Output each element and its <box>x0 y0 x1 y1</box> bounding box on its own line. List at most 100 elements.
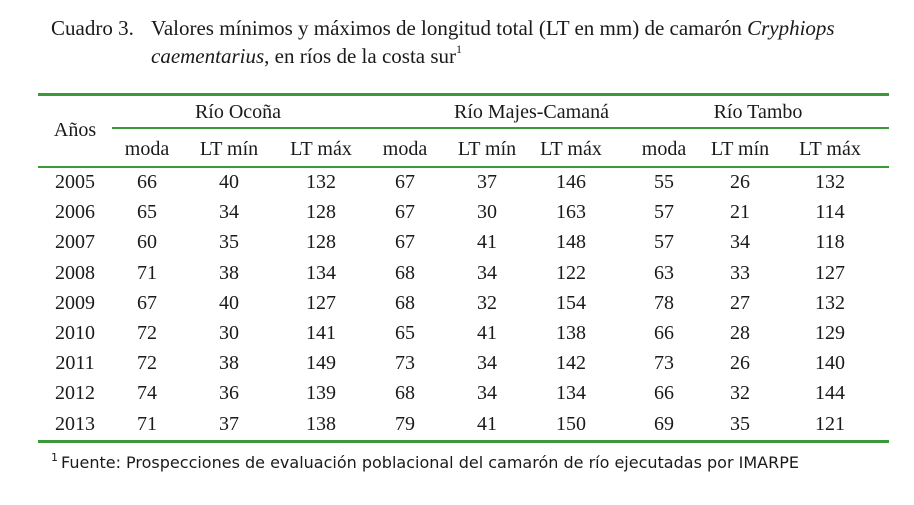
table-cell: 128 <box>306 201 336 224</box>
group-header-rule <box>112 127 889 129</box>
group-header: Río Tambo <box>713 101 803 123</box>
table-cell: 32 <box>730 382 750 405</box>
table-cell: 65 <box>137 201 157 224</box>
table-cell: 138 <box>306 412 336 435</box>
year-cell: 2011 <box>55 352 95 375</box>
table-cell: 67 <box>395 201 415 224</box>
table-cell: 57 <box>654 201 674 224</box>
column-header: LT máx <box>799 138 861 160</box>
table-bottom-rule <box>38 440 889 443</box>
table-cell: 71 <box>137 261 157 284</box>
table-cell: 37 <box>219 412 239 435</box>
footnote: 1 Fuente: Prospecciones de evaluación pob… <box>51 452 799 474</box>
table-cell: 154 <box>556 291 586 314</box>
caption-footnote-ref: 1 <box>456 42 463 56</box>
table-cell: 140 <box>815 352 845 375</box>
table-cell: 63 <box>654 261 674 284</box>
table-cell: 74 <box>137 382 157 405</box>
footnote-marker: 1 <box>51 451 58 464</box>
year-cell: 2008 <box>55 261 95 284</box>
table-cell: 40 <box>219 171 239 193</box>
table-cell: 69 <box>654 412 674 435</box>
table-cell: 149 <box>306 352 336 375</box>
table-cell: 35 <box>219 231 239 254</box>
table-cell: 141 <box>306 322 336 344</box>
year-cell: 2005 <box>55 171 95 193</box>
caption-line-2: caementarius, en ríos de la costa sur1 <box>51 42 901 70</box>
table-cell: 132 <box>815 291 845 314</box>
table-cell: 67 <box>395 171 415 193</box>
table-cell: 21 <box>730 201 750 224</box>
group-header: Río Majes-Camaná <box>454 101 609 123</box>
table-cell: 30 <box>477 201 497 224</box>
table-cell: 132 <box>306 171 336 193</box>
column-header: LT mín <box>457 138 517 160</box>
table-cell: 146 <box>556 171 586 193</box>
caption-text-1: Valores mínimos y máximos de longitud to… <box>151 16 748 40</box>
table-cell: 55 <box>654 171 674 193</box>
table-cell: 139 <box>306 382 336 405</box>
table-top-rule <box>38 93 889 96</box>
column-header: LT mín <box>199 138 259 160</box>
column-header: LT mín <box>710 138 770 160</box>
table-cell: 150 <box>556 412 586 435</box>
table-cell: 132 <box>815 171 845 193</box>
table-cell: 144 <box>815 382 845 405</box>
table-cell: 33 <box>730 261 750 284</box>
table-caption: Cuadro 3. Valores mínimos y máximos de lo… <box>51 14 901 70</box>
table-cell: 128 <box>306 231 336 254</box>
table-cell: 34 <box>477 261 497 284</box>
caption-line-1: Cuadro 3. Valores mínimos y máximos de lo… <box>51 14 901 42</box>
table-cell: 138 <box>556 322 586 344</box>
table-cell: 72 <box>137 322 157 344</box>
table-cell: 71 <box>137 412 157 435</box>
table-cell: 41 <box>477 322 497 344</box>
table-cell: 73 <box>395 352 415 375</box>
group-header: Río Ocoña <box>194 101 282 123</box>
table-cell: 38 <box>219 352 239 375</box>
table-cell: 65 <box>395 322 415 344</box>
footnote-text: Fuente: Prospecciones de evaluación pobl… <box>61 453 799 472</box>
caption-species-genus: Cryphiops <box>747 16 835 40</box>
column-header: LT máx <box>540 138 602 160</box>
table-cell: 79 <box>395 412 415 435</box>
year-cell: 2006 <box>55 201 95 224</box>
column-header: moda <box>124 138 170 160</box>
table-cell: 67 <box>137 291 157 314</box>
table-cell: 34 <box>477 382 497 405</box>
table-cell: 26 <box>730 171 750 193</box>
year-cell: 2009 <box>55 291 95 314</box>
table-cell: 72 <box>137 352 157 375</box>
table-cell: 37 <box>477 171 497 193</box>
table-cell: 34 <box>730 231 750 254</box>
table-cell: 34 <box>219 201 239 224</box>
caption-label: Cuadro 3. <box>51 16 134 40</box>
header-bottom-rule <box>38 166 889 168</box>
caption-text-2: , en ríos de la costa sur <box>264 44 457 68</box>
table-cell: 26 <box>730 352 750 375</box>
table-cell: 67 <box>395 231 415 254</box>
table-cell: 129 <box>815 322 845 344</box>
table-cell: 68 <box>395 291 415 314</box>
table-cell: 148 <box>556 231 586 254</box>
table-cell: 127 <box>815 261 845 284</box>
table-cell: 27 <box>730 291 750 314</box>
table-cell: 66 <box>654 322 674 344</box>
table-cell: 32 <box>477 291 497 314</box>
column-header: moda <box>641 138 687 160</box>
table-cell: 134 <box>306 261 336 284</box>
year-cell: 2013 <box>55 412 95 435</box>
year-cell: 2010 <box>55 322 95 344</box>
table-cell: 163 <box>556 201 586 224</box>
table-cell: 114 <box>815 201 845 224</box>
table-cell: 73 <box>654 352 674 375</box>
table-cell: 134 <box>556 382 586 405</box>
table-cell: 66 <box>137 171 157 193</box>
table-cell: 34 <box>477 352 497 375</box>
column-header: LT máx <box>290 138 352 160</box>
year-cell: 2012 <box>55 382 95 405</box>
table-cell: 36 <box>219 382 239 405</box>
table-cell: 142 <box>556 352 586 375</box>
table-cell: 127 <box>306 291 336 314</box>
table-cell: 41 <box>477 231 497 254</box>
